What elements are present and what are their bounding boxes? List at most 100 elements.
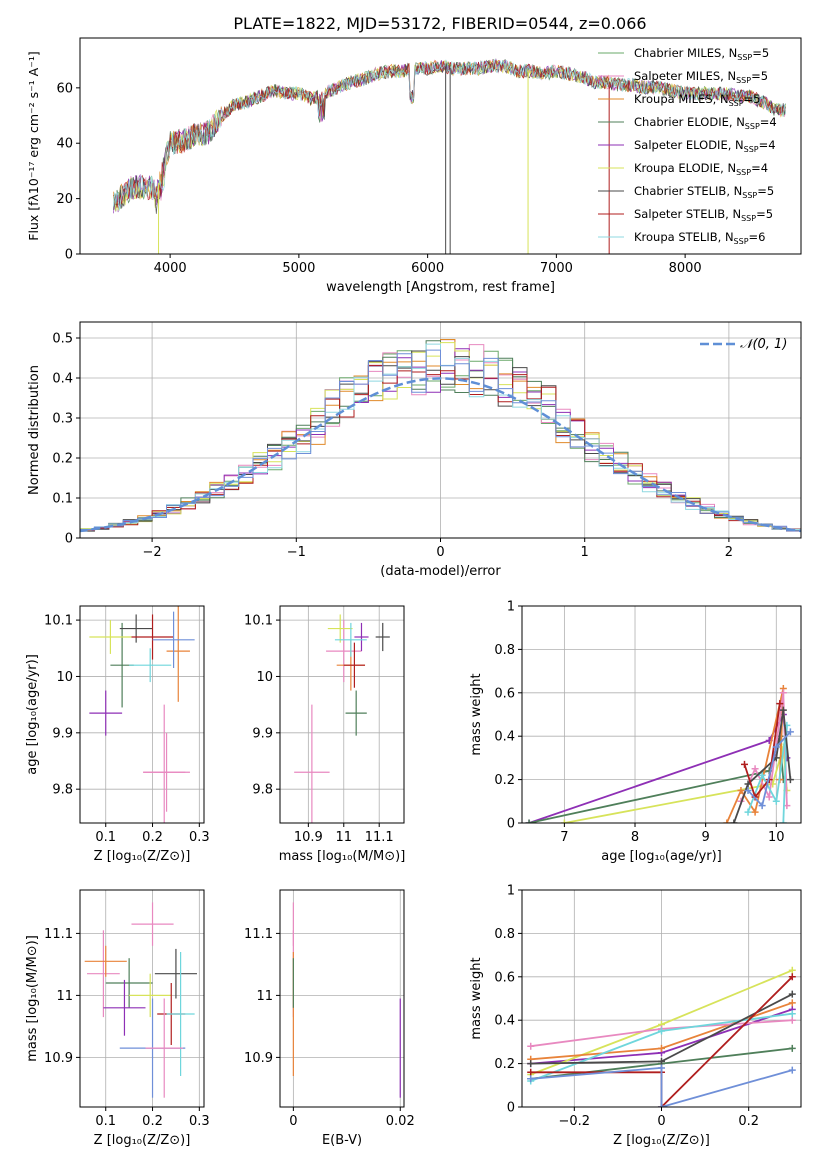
y-tick-label: 9.9 bbox=[52, 726, 73, 741]
legend-sub: SSP bbox=[742, 191, 757, 200]
y-tick-label: 10.1 bbox=[44, 614, 73, 629]
spectrum-line-9 bbox=[113, 59, 786, 211]
y-tick-label: 0.5 bbox=[52, 332, 73, 347]
massweight-marker bbox=[658, 1027, 665, 1035]
massweight-marker bbox=[788, 999, 796, 1007]
massweight-marker bbox=[788, 973, 796, 981]
axes-frame: 7 8 9 10 0 0.2 0.4 0.6 0.8 1 age [log₁₀(age/yr)] ma… bbox=[469, 600, 802, 864]
normal-curve bbox=[80, 377, 801, 533]
x-tick-label: 0.2 bbox=[142, 1114, 163, 1129]
legend-entry-7: Chabrier STELIB, NSSP=5 bbox=[634, 184, 774, 200]
axes-border bbox=[279, 889, 405, 1108]
massweight-marker bbox=[779, 819, 787, 823]
x-axis-label: (data-model)/error bbox=[380, 564, 501, 579]
panel-age-vs-Z: 0.1 0.2 0.3 9.8 9.9 10 10.1 Z [log₁₀(Z/Z⊙)] age … bbox=[25, 605, 210, 864]
errorbar-point-8 bbox=[343, 642, 366, 688]
x-tick-label: 1 bbox=[581, 545, 589, 560]
axes-border bbox=[521, 889, 802, 1108]
massweight-marker bbox=[744, 808, 752, 816]
plot-area bbox=[84, 902, 197, 1098]
legend-n: N bbox=[732, 207, 741, 221]
panel-massweight-vs-age: 7 8 9 10 0 0.2 0.4 0.6 0.8 1 age [log₁₀(age/yr)] ma… bbox=[469, 600, 802, 864]
y-axis-label: Normed distribution bbox=[27, 365, 42, 495]
massweight-marker bbox=[772, 797, 780, 805]
legend-n-value: =5 bbox=[757, 184, 774, 198]
legend-n: N bbox=[734, 184, 743, 198]
y-axis-label: mass weight bbox=[469, 957, 484, 1039]
legend-n-value: =5 bbox=[744, 92, 761, 106]
errorbar-point-5 bbox=[89, 690, 123, 736]
errorbar-point-9 bbox=[129, 648, 172, 683]
errorbar-point-5 bbox=[354, 622, 369, 652]
x-tick-label: 11.1 bbox=[365, 830, 394, 845]
massweight-marker bbox=[730, 819, 738, 823]
massweight-marker bbox=[776, 700, 784, 708]
errorbar-point-3 bbox=[84, 945, 127, 977]
legend-n-value: =5 bbox=[751, 69, 768, 83]
massweight-marker bbox=[740, 760, 748, 768]
panel-massweight-vs-Z: −0.2 0 0.2 0 0.2 0.4 0.6 0.8 1 Z [log₁₀(Z/Z⊙)] mas… bbox=[469, 884, 802, 1148]
legend-n: N bbox=[727, 161, 736, 175]
y-tick-label: 0.6 bbox=[494, 970, 515, 985]
y-tick-label: 0 bbox=[65, 248, 73, 263]
plot-area bbox=[80, 339, 801, 534]
massweight-marker bbox=[779, 689, 787, 697]
massweight-marker bbox=[525, 819, 533, 823]
legend-n-value: =4 bbox=[759, 138, 776, 152]
x-tick-label: 5000 bbox=[282, 261, 315, 276]
axes-frame: 10.9 11 11.1 9.8 9.9 10 10.1 mass [log₁₀(M/M⊙)] bbox=[244, 605, 405, 864]
x-tick-label: −1 bbox=[287, 545, 306, 560]
axes-frame: 4000 5000 6000 7000 8000 0 20 40 60 wavelength [A… bbox=[26, 37, 802, 295]
errorbar-point-7 bbox=[375, 622, 390, 652]
y-axis-label: mass [log₁₀(M/M⊙)] bbox=[25, 935, 40, 1062]
massweight-line-9 bbox=[747, 731, 792, 808]
errorbar-point-2 bbox=[87, 930, 120, 1018]
y-tick-label: 0.8 bbox=[494, 927, 515, 942]
y-tick-label: 11 bbox=[256, 989, 273, 1004]
x-tick-label: 0.1 bbox=[95, 1114, 116, 1129]
legend-n-value: =5 bbox=[752, 46, 769, 60]
legend-entry-9: Kroupa STELIB, NSSP=6 bbox=[634, 230, 765, 246]
x-tick-label: −2 bbox=[143, 545, 162, 560]
panel-spectrum: 4000 5000 6000 7000 8000 0 20 40 60 wavelength [A… bbox=[26, 37, 802, 295]
axes-border bbox=[521, 605, 802, 824]
y-tick-label: 40 bbox=[56, 137, 73, 152]
massweight-marker bbox=[527, 1060, 535, 1068]
massweight-marker bbox=[658, 1044, 665, 1052]
massweight-marker bbox=[765, 793, 773, 801]
residual-histogram-10 bbox=[80, 349, 801, 533]
y-tick-label: 0.2 bbox=[494, 1057, 515, 1072]
massweight-marker bbox=[788, 990, 796, 998]
x-tick-label: −0.2 bbox=[559, 1114, 591, 1129]
y-tick-label: 0 bbox=[507, 1101, 515, 1116]
massweight-marker bbox=[658, 1064, 665, 1072]
y-tick-label: 0.2 bbox=[494, 773, 515, 788]
legend-n: N bbox=[729, 46, 738, 60]
massweight-marker bbox=[527, 1075, 535, 1083]
axes-frame: −0.2 0 0.2 0 0.2 0.4 0.6 0.8 1 Z [log₁₀(Z/Z⊙)] mas… bbox=[469, 884, 802, 1148]
panel-mass-vs-EBV: 0 0.02 10.9 11 11.1 E(B-V) bbox=[244, 889, 415, 1148]
legend-sub: SSP bbox=[729, 99, 744, 108]
massweight-marker bbox=[788, 1066, 796, 1074]
massweight-marker bbox=[788, 1016, 796, 1024]
axes-border bbox=[79, 605, 205, 824]
axes-frame: 0.1 0.2 0.3 10.9 11 11.1 Z [log₁₀(Z/Z⊙)] mass [… bbox=[25, 889, 210, 1148]
errorbar-point-10 bbox=[152, 611, 195, 668]
x-axis-label: age [log₁₀(age/yr)] bbox=[601, 849, 722, 864]
errorbar-point-6 bbox=[327, 614, 353, 643]
plot-area bbox=[527, 966, 796, 1107]
legend-entry-4: Chabrier ELODIE, NSSP=4 bbox=[634, 115, 777, 131]
massweight-line-9 bbox=[530, 1066, 793, 1107]
y-tick-label: 1 bbox=[507, 884, 515, 899]
x-tick-label: 0.2 bbox=[738, 1114, 759, 1129]
plot-area bbox=[113, 58, 786, 254]
massweight-marker bbox=[560, 819, 568, 823]
massweight-marker bbox=[737, 786, 745, 794]
figure-title: PLATE=1822, MJD=53172, FIBERID=0544, z=0… bbox=[233, 14, 646, 33]
y-tick-label: 11 bbox=[56, 989, 73, 1004]
plot-area bbox=[525, 684, 794, 823]
y-tick-label: 9.8 bbox=[52, 783, 73, 798]
spectrum-line-8 bbox=[113, 60, 786, 208]
legend-sub: SSP bbox=[736, 168, 751, 177]
